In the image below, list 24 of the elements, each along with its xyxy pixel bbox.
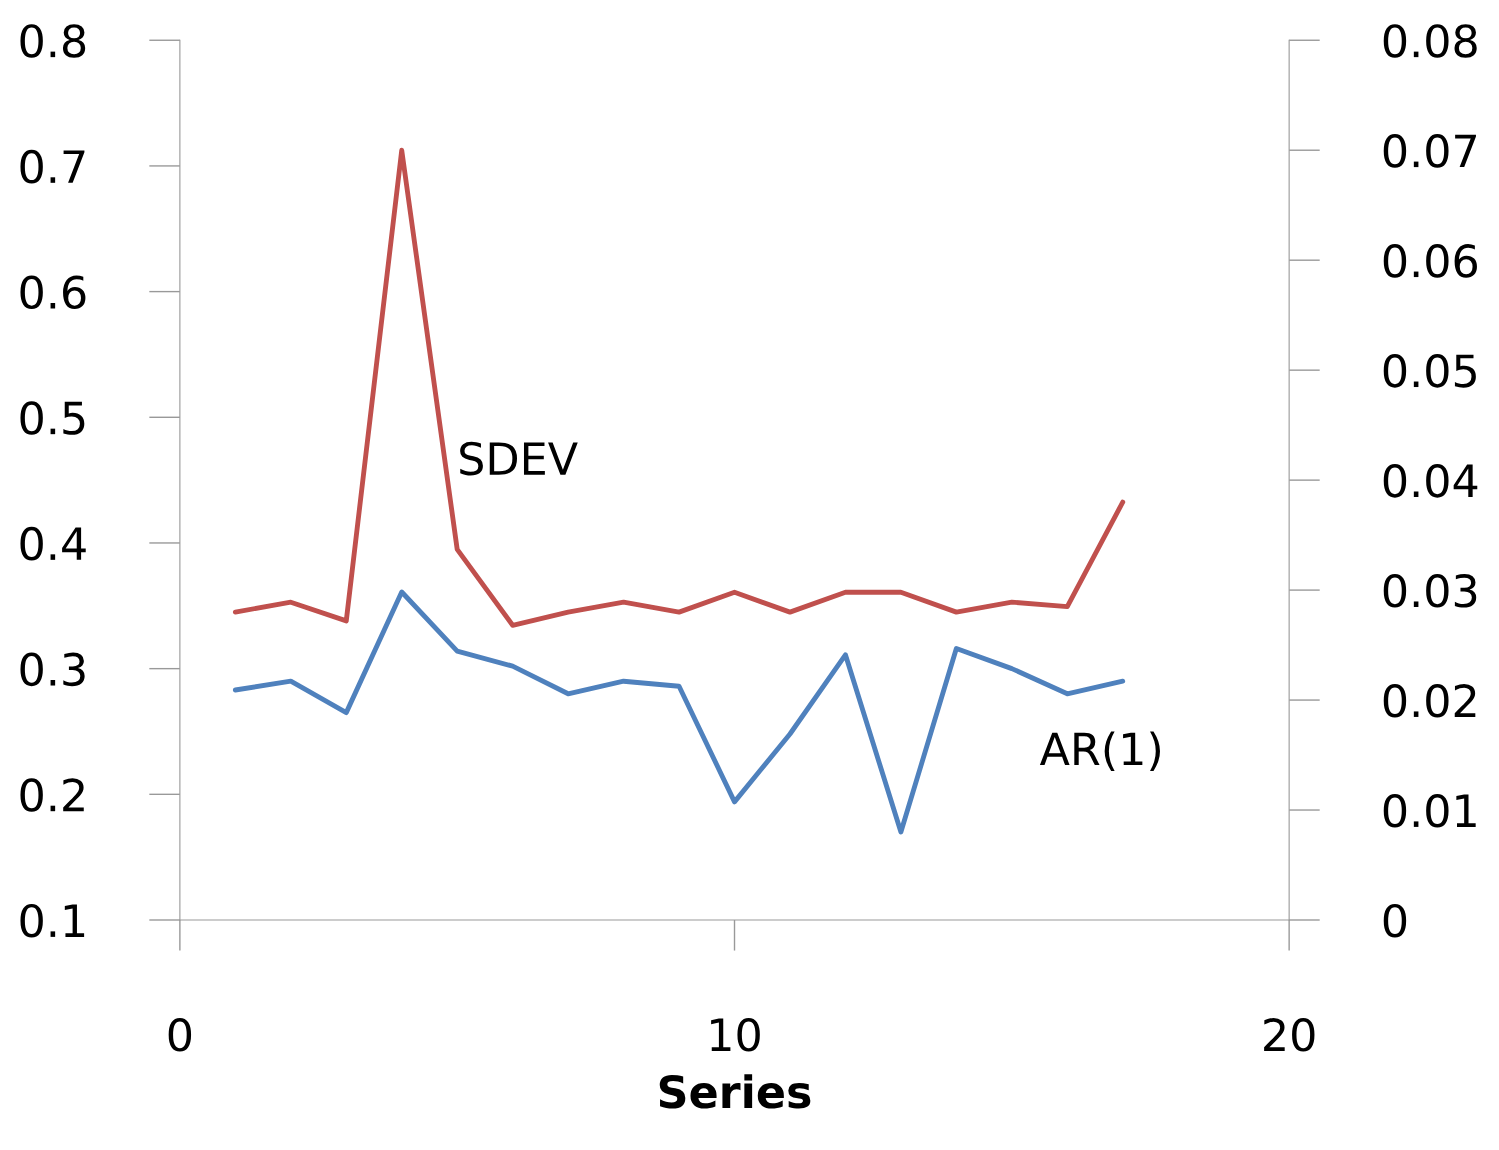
y-tick-label: 0.2 bbox=[20, 778, 84, 812]
line-series bbox=[232, 147, 1126, 628]
y2-tick-label: 0.04 bbox=[1383, 464, 1478, 498]
y-tick-label: 0.7 bbox=[20, 149, 85, 184]
x-axis-title: Series bbox=[659, 1074, 811, 1109]
y-tick-label: 0.3 bbox=[20, 652, 85, 687]
y2-tick-label: 0.02 bbox=[1383, 683, 1476, 718]
y2-tick-label: 0.08 bbox=[1383, 24, 1477, 58]
y-tick-label: 0.1 bbox=[20, 903, 85, 938]
y2-tick-label: 0.01 bbox=[1383, 793, 1476, 828]
x-tick-label: 10 bbox=[711, 1018, 760, 1052]
y-tick-label: 0.4 bbox=[20, 526, 86, 561]
y2-tick-label: 0.06 bbox=[1383, 244, 1477, 278]
x-tick-label: 0 bbox=[168, 1018, 192, 1052]
y2-tick-label: 0 bbox=[1383, 903, 1407, 938]
series-label: AR(1) bbox=[1039, 731, 1160, 771]
y-tick-label: 0.5 bbox=[20, 401, 85, 435]
series-label: SDEV bbox=[460, 441, 578, 476]
y2-tick-label: 0.03 bbox=[1383, 573, 1477, 608]
y2-tick-label: 0.07 bbox=[1383, 134, 1476, 168]
y-tick-label: 0.6 bbox=[20, 275, 86, 310]
y2-tick-label: 0.05 bbox=[1383, 354, 1476, 388]
y-tick-label: 0.8 bbox=[20, 24, 86, 58]
x-tick-label: 20 bbox=[1264, 1018, 1315, 1052]
